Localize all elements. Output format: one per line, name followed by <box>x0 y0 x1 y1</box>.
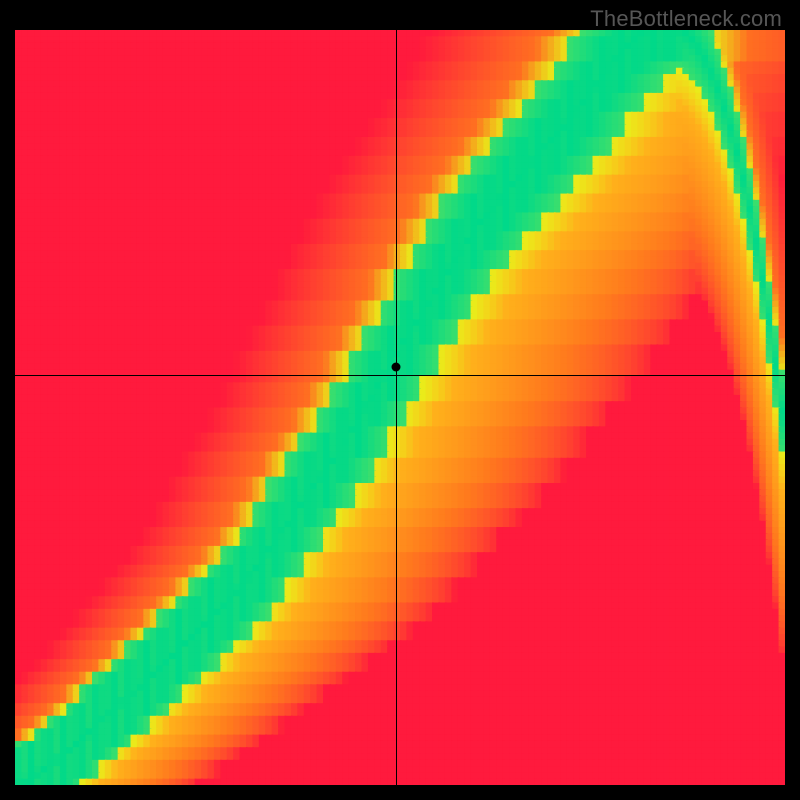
watermark-text: TheBottleneck.com <box>590 6 782 32</box>
marker-dot <box>392 363 401 372</box>
crosshair-vertical <box>396 30 397 785</box>
bottleneck-chart: TheBottleneck.com <box>0 0 800 800</box>
heatmap-canvas <box>15 30 785 785</box>
plot-area <box>15 30 785 785</box>
crosshair-horizontal <box>15 375 785 376</box>
